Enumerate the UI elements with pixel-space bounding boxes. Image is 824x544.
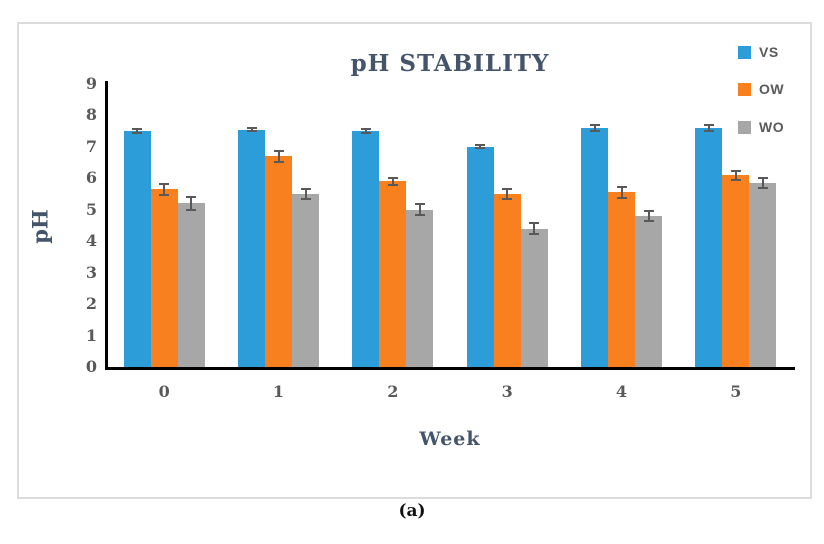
y-axis-tick-label-2: 2: [85, 294, 97, 314]
error-bar-ow-week-5: [730, 169, 741, 181]
error-bar-wo-week-2: [414, 203, 425, 217]
y-axis-tick-label-3: 3: [85, 262, 97, 282]
error-bar-wo-week-0: [186, 195, 197, 212]
x-axis-tick-label-4: 4: [615, 382, 628, 401]
x-axis-line: [105, 367, 795, 370]
y-axis-tick-label-6: 6: [85, 168, 97, 188]
y-axis-tick-label-7: 7: [85, 136, 97, 156]
bar-ow-week-1: [265, 156, 292, 367]
legend-label-vs: VS: [759, 44, 779, 60]
bar-vs-week-0: [123, 131, 151, 367]
bar-ow-week-0: [150, 189, 178, 367]
bar-wo-week-3: [520, 228, 548, 367]
error-bar-ow-week-2: [387, 176, 398, 187]
error-bar-vs-week-5: [703, 124, 714, 132]
legend-item-ow: OW: [738, 81, 784, 97]
x-axis-tick-label-2: 2: [387, 382, 399, 401]
error-bar-wo-week-1: [300, 187, 311, 201]
y-axis-tick-label-1: 1: [85, 325, 97, 345]
bar-vs-week-5: [695, 128, 723, 367]
bar-ow-week-4: [608, 192, 635, 367]
y-axis-line: [105, 81, 108, 369]
y-axis-tick-label-9: 9: [85, 74, 97, 93]
error-bar-ow-week-3: [502, 188, 513, 200]
y-axis-title: pH: [27, 209, 53, 244]
bar-ow-week-5: [722, 175, 750, 367]
bar-wo-week-5: [749, 183, 777, 367]
error-bar-vs-week-2: [360, 128, 371, 135]
bar-vs-week-1: [238, 129, 265, 367]
error-bar-wo-week-5: [757, 176, 768, 190]
legend-item-wo: WO: [738, 119, 784, 135]
x-axis-tick-label-5: 5: [730, 382, 742, 401]
bar-wo-week-4: [635, 216, 662, 367]
error-bar-ow-week-1: [273, 150, 284, 163]
y-axis-tick-label-8: 8: [85, 105, 97, 125]
bar-wo-week-0: [177, 203, 205, 367]
x-axis-tick-label-0: 0: [158, 382, 170, 401]
x-axis-tick-label-1: 1: [272, 382, 285, 401]
error-bar-vs-week-0: [132, 128, 143, 135]
legend-swatch-ow-icon: [738, 82, 751, 96]
legend-label-wo: WO: [759, 119, 785, 135]
chart-title: pH STABILITY: [350, 50, 550, 77]
bar-ow-week-3: [493, 194, 521, 367]
y-axis-tick-label-5: 5: [85, 199, 97, 219]
legend-swatch-vs-icon: [738, 45, 751, 59]
error-bar-ow-week-0: [159, 183, 170, 196]
bar-wo-week-2: [406, 209, 434, 367]
y-axis-tick-label-0: 0: [85, 357, 97, 376]
error-bar-wo-week-3: [529, 222, 540, 235]
bar-vs-week-3: [466, 146, 494, 367]
bar-vs-week-2: [352, 131, 380, 367]
bar-ow-week-2: [379, 181, 407, 367]
error-bar-vs-week-3: [475, 144, 486, 150]
legend-label-ow: OW: [759, 81, 785, 97]
bar-wo-week-1: [292, 194, 319, 367]
error-bar-vs-week-4: [589, 124, 600, 132]
bar-vs-week-4: [581, 128, 608, 367]
x-axis-tick-label-3: 3: [501, 382, 513, 401]
error-bar-vs-week-1: [246, 127, 257, 133]
error-bar-ow-week-4: [616, 186, 627, 199]
y-axis-tick-label-4: 4: [85, 231, 97, 251]
legend-item-vs: VS: [738, 44, 779, 60]
x-axis-title: Week: [419, 428, 481, 450]
error-bar-wo-week-4: [643, 209, 654, 223]
figure-caption: (a): [398, 501, 426, 521]
legend-swatch-wo-icon: [738, 120, 751, 134]
